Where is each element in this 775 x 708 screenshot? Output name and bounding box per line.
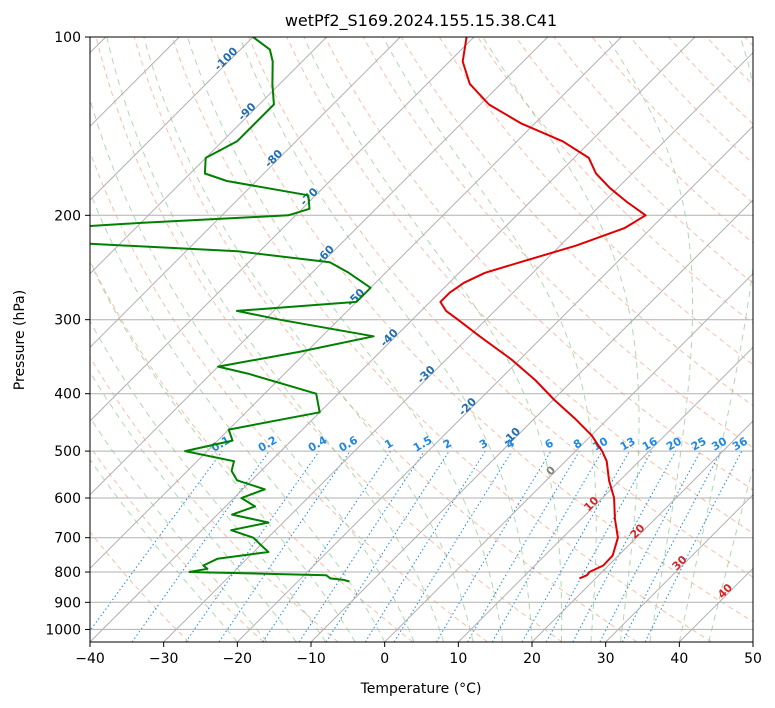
mixing-ratio-line	[131, 450, 270, 642]
x-tick-label: −40	[75, 651, 105, 667]
skewed-isotherm	[605, 493, 753, 642]
dry-adiabat	[90, 356, 339, 642]
x-tick-label: 50	[744, 651, 762, 667]
x-tick-label: −10	[296, 651, 326, 667]
dry-adiabat	[210, 37, 753, 623]
skewed-isotherm	[90, 37, 549, 496]
dry-adiabat	[133, 37, 638, 642]
skewed-isotherms	[90, 37, 753, 642]
moist-adiabat	[90, 261, 356, 642]
dry-adiabat	[171, 37, 712, 642]
x-tick-label: −20	[223, 651, 253, 667]
moist-adiabats	[90, 37, 753, 642]
dewpoint-profile-line	[90, 37, 375, 583]
temperature-profile-line	[439, 37, 647, 580]
mixing-ratio-line	[262, 450, 392, 642]
moist-adiabat	[90, 416, 268, 642]
chart-title: wetPf2_S169.2024.155.15.38.C41	[285, 11, 557, 31]
x-tick-label: −30	[149, 651, 179, 667]
mixing-ratio-line	[325, 450, 450, 642]
y-tick-label: 900	[54, 595, 81, 611]
y-axis-label: Pressure (hPa)	[12, 290, 28, 390]
x-tick-label: 30	[597, 651, 615, 667]
x-tick-label: 20	[523, 651, 541, 667]
skewed-isotherm	[90, 37, 696, 642]
series-layer	[90, 37, 647, 583]
skewed-isotherm	[163, 51, 753, 642]
skewed-isotherm	[90, 37, 254, 201]
skewed-isotherm	[384, 272, 753, 642]
mixing-ratio-line	[545, 450, 653, 642]
dry-adiabat	[90, 445, 264, 642]
pressure-gridlines	[90, 37, 753, 630]
y-tick-label: 300	[54, 313, 81, 329]
y-tick-label: 400	[54, 387, 81, 403]
skewed-isotherm	[236, 125, 753, 642]
skewed-isotherm	[90, 37, 475, 422]
y-tick-label: 1000	[45, 622, 81, 638]
mixing-ratio-line	[185, 450, 320, 642]
plot-frame	[89, 36, 754, 643]
y-tick-label: 200	[54, 208, 81, 224]
dry-adiabat	[95, 37, 563, 642]
mixing-ratio-line	[521, 450, 630, 642]
mixing-ratio-line	[393, 450, 513, 642]
dry-adiabat	[515, 37, 753, 284]
mixing-ratio-lines	[90, 450, 743, 642]
skewed-isotherm	[531, 420, 753, 642]
skewed-isotherm	[90, 37, 622, 570]
mixing-ratio-line	[218, 450, 351, 642]
x-tick-label: 0	[380, 651, 389, 667]
moist-adiabat	[106, 37, 445, 642]
dry-adiabat	[90, 150, 488, 642]
x-axis: −40 −30 −20 −10 0 10 20 30 40 50	[75, 642, 762, 667]
mixing-ratio-line	[572, 450, 677, 642]
moist-adiabat	[708, 465, 753, 642]
dry-adiabat	[90, 531, 190, 642]
moist-adiabat	[90, 190, 386, 642]
skewed-isotherm	[90, 37, 401, 349]
moist-adiabat	[239, 37, 533, 642]
y-tick-label: 600	[54, 491, 81, 507]
moist-adiabat	[90, 458, 238, 642]
moist-adiabat	[606, 37, 694, 642]
mixing-ratio-line	[90, 450, 223, 632]
y-tick-label: 500	[54, 444, 81, 460]
skewed-isotherm	[457, 346, 753, 642]
dry-adiabat	[400, 37, 753, 407]
mixing-ratio-line	[644, 450, 743, 642]
x-tick-label: 40	[670, 651, 688, 667]
x-tick-label: 10	[449, 651, 467, 667]
moist-adiabat	[143, 37, 474, 642]
moist-adiabat	[90, 370, 297, 642]
skewed-isotherm	[310, 199, 753, 642]
moist-adiabat	[90, 97, 415, 642]
y-tick-label: 100	[54, 30, 81, 46]
mixing-ratio-line	[298, 450, 425, 642]
moist-adiabat	[303, 37, 563, 642]
y-axis: 1000 900 800 700 600 500 400 300 200 100	[45, 30, 90, 638]
y-tick-label: 700	[54, 531, 81, 547]
dry-adiabats	[90, 37, 753, 642]
skewed-isotherm	[90, 37, 328, 275]
dry-adiabat	[248, 37, 753, 578]
x-axis-label: Temperature (°C)	[360, 681, 482, 697]
moist-adiabat	[382, 37, 597, 642]
y-tick-label: 800	[54, 565, 81, 581]
moist-adiabat	[482, 37, 640, 642]
dry-adiabat	[438, 37, 753, 366]
moist-adiabat	[678, 37, 753, 642]
